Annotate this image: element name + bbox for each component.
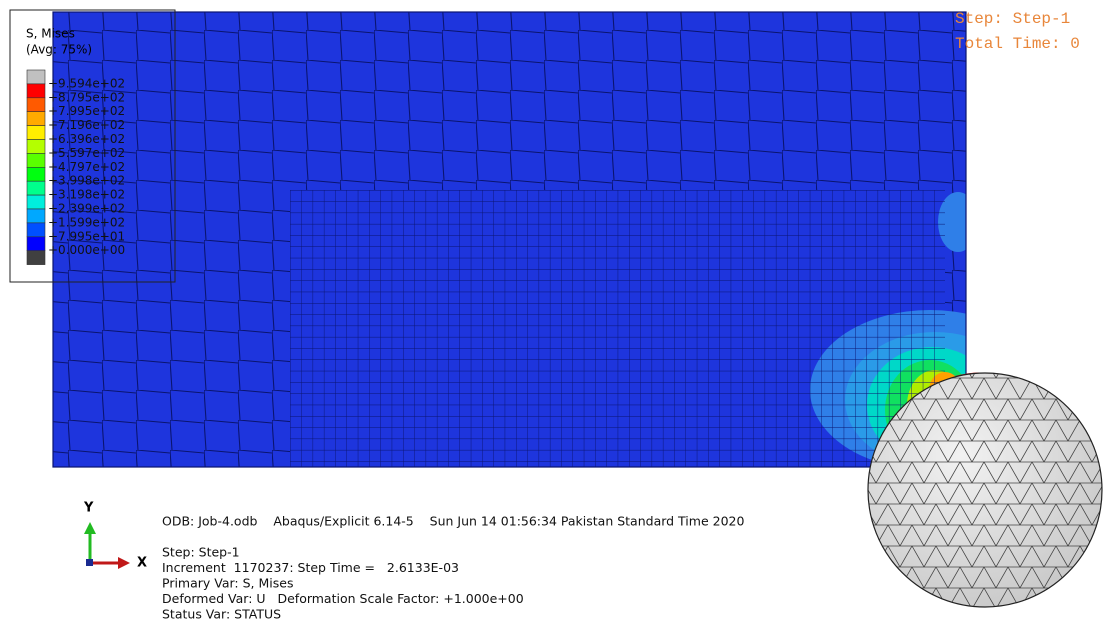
legend-swatch xyxy=(27,70,45,84)
legend-swatch xyxy=(27,223,45,237)
footer-line: Step: Step-1 xyxy=(162,545,240,560)
legend-swatch xyxy=(27,181,45,195)
legend-label: +4.797e+02 xyxy=(48,160,125,174)
page: S, Mises (Avg: 75%) +9.594e+02+8.795e+02… xyxy=(0,0,1119,621)
legend-label: +8.795e+02 xyxy=(48,90,125,104)
x-arrowhead xyxy=(118,557,130,569)
triad-y: Y xyxy=(83,501,94,516)
legend-label: +7.196e+02 xyxy=(48,118,125,132)
legend: +9.594e+02+8.795e+02+7.995e+02+7.196e+02… xyxy=(27,70,125,265)
legend-swatch xyxy=(27,251,45,265)
legend-label: +3.998e+02 xyxy=(48,174,125,188)
fine-mesh xyxy=(290,190,945,467)
total-time-label: Total Time: 0 xyxy=(955,35,1080,53)
step-label: Step: Step-1 xyxy=(955,10,1070,28)
legend-swatch xyxy=(27,167,45,181)
legend-label: +7.995e+02 xyxy=(48,104,125,118)
legend-swatch xyxy=(27,237,45,251)
triad-x: X xyxy=(137,556,147,571)
z-axis-dot xyxy=(86,559,93,566)
footer-line: Deformed Var: U Deformation Scale Factor… xyxy=(162,591,524,606)
legend-label: +1.599e+02 xyxy=(48,215,125,229)
legend-swatch xyxy=(27,126,45,140)
footer-line: Increment 1170237: Step Time = 2.6133E-0… xyxy=(162,560,459,575)
legend-label: +7.995e+01 xyxy=(48,229,125,243)
legend-label: +2.399e+02 xyxy=(48,202,125,216)
legend-label: +0.000e+00 xyxy=(48,243,125,257)
legend-label: +6.396e+02 xyxy=(48,132,125,146)
odb-line: ODB: Job-4.odb Abaqus/Explicit 6.14-5 Su… xyxy=(162,514,744,529)
legend-subtitle: (Avg: 75%) xyxy=(26,43,92,57)
legend-swatch xyxy=(27,195,45,209)
legend-swatch xyxy=(27,209,45,223)
legend-swatch xyxy=(27,112,45,126)
legend-swatch xyxy=(27,140,45,154)
legend-swatch xyxy=(27,153,45,167)
footer-line: Status Var: STATUS xyxy=(162,607,281,622)
footer-line: Primary Var: S, Mises xyxy=(162,576,293,591)
legend-label: +5.597e+02 xyxy=(48,146,125,160)
legend-title: S, Mises xyxy=(26,27,75,41)
legend-label: +3.198e+02 xyxy=(48,188,125,202)
legend-label: +9.594e+02 xyxy=(48,76,125,90)
legend-swatch xyxy=(27,98,45,112)
viewport: S, Mises (Avg: 75%) +9.594e+02+8.795e+02… xyxy=(0,0,1119,621)
legend-swatch xyxy=(27,84,45,98)
y-arrowhead xyxy=(84,522,96,534)
indenter-mesh xyxy=(868,373,1102,607)
